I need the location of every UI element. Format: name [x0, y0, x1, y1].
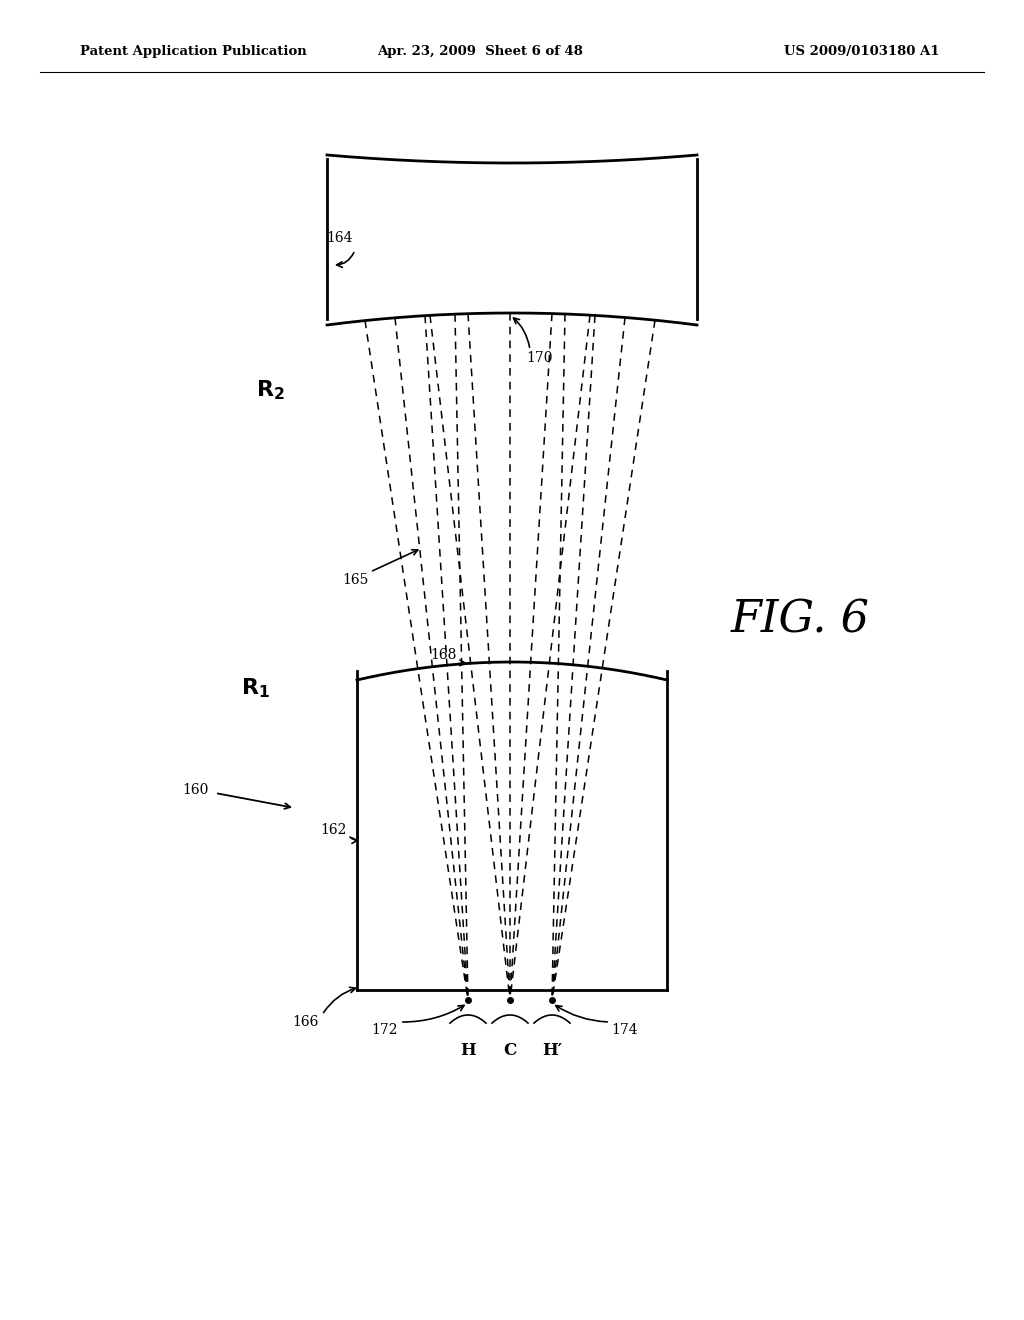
Text: $\mathbf{R_2}$: $\mathbf{R_2}$: [256, 379, 285, 401]
Text: H: H: [460, 1041, 476, 1059]
Text: 162: 162: [319, 822, 346, 837]
Text: 165: 165: [342, 573, 369, 587]
Text: US 2009/0103180 A1: US 2009/0103180 A1: [784, 45, 940, 58]
Text: 166: 166: [292, 1015, 318, 1030]
Text: FIG. 6: FIG. 6: [730, 598, 869, 642]
Text: C: C: [504, 1041, 517, 1059]
Text: Apr. 23, 2009  Sheet 6 of 48: Apr. 23, 2009 Sheet 6 of 48: [377, 45, 583, 58]
Text: 170: 170: [526, 351, 553, 366]
Text: Patent Application Publication: Patent Application Publication: [80, 45, 307, 58]
Text: 172: 172: [372, 1023, 398, 1038]
Text: 174: 174: [611, 1023, 638, 1038]
Text: $\mathbf{R_1}$: $\mathbf{R_1}$: [241, 676, 269, 700]
Text: 160: 160: [182, 783, 208, 797]
Text: 168: 168: [430, 648, 456, 663]
Text: 164: 164: [327, 231, 353, 246]
Text: H′: H′: [542, 1041, 562, 1059]
